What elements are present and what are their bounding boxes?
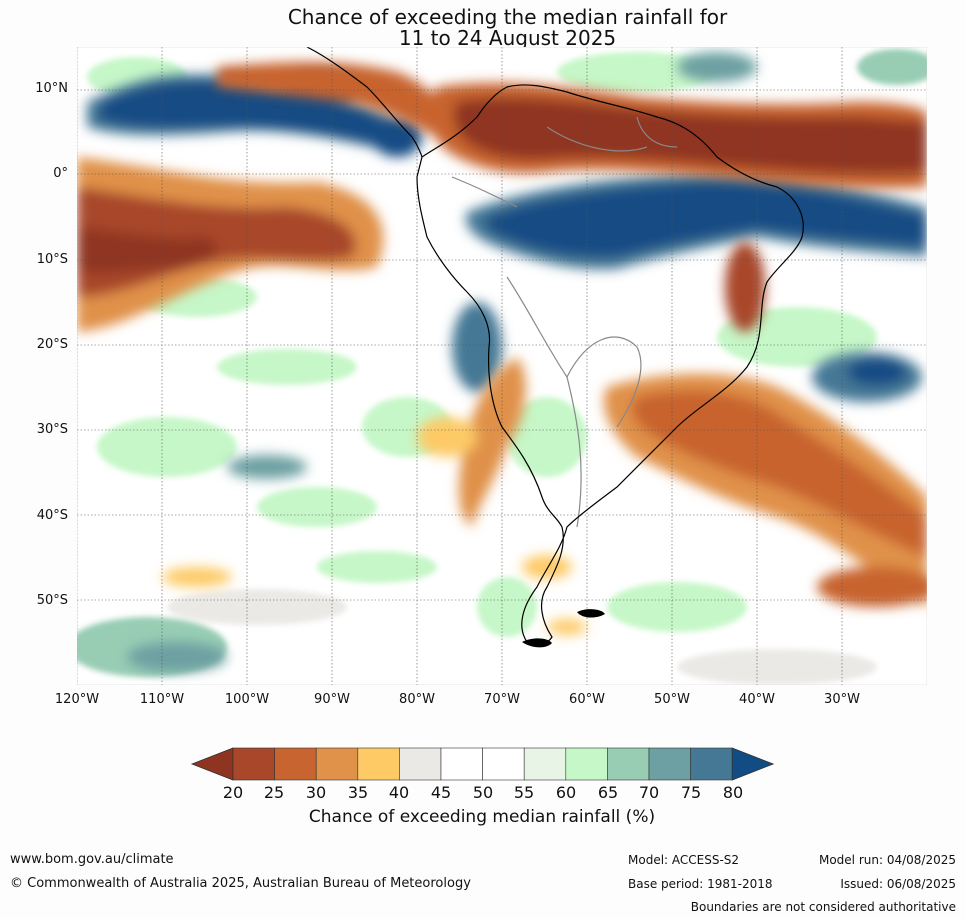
colorbar-tick-70: 70 <box>638 783 660 802</box>
colorbar-segment <box>523 747 567 781</box>
dry-anomalies <box>77 62 927 635</box>
colorbar-tick-80: 80 <box>722 783 744 802</box>
tierra-del-fuego <box>522 638 552 648</box>
lat-label-30s: 30°S <box>36 422 68 437</box>
lon-label-90w: 90°W <box>314 692 350 707</box>
colorbar-tick-60: 60 <box>555 783 577 802</box>
colorbar-segment <box>232 747 275 781</box>
lon-label-80w: 80°W <box>399 692 435 707</box>
colorbar-high-extension <box>731 747 775 781</box>
colorbar-low-extension <box>190 747 234 781</box>
lat-label-20s: 20°S <box>36 337 68 352</box>
base-period: Base period: 1981-2018 <box>628 877 773 891</box>
colorbar-segment <box>315 747 359 781</box>
colorbar <box>190 747 775 781</box>
boundaries-disclaimer: Boundaries are not considered authoritat… <box>690 900 956 914</box>
rainfall-map <box>77 47 927 685</box>
graticule <box>77 47 927 685</box>
south-america-coastline <box>416 84 804 646</box>
model-name: Model: ACCESS-S2 <box>628 853 740 867</box>
colorbar-tick-40: 40 <box>388 783 410 802</box>
issued-date: Issued: 06/08/2025 <box>840 877 956 891</box>
colorbar-segment <box>440 747 483 781</box>
central-america-coastline <box>306 47 423 158</box>
bom-url-link[interactable]: www.bom.gov.au/climate <box>10 852 174 867</box>
colorbar-segment <box>607 747 650 781</box>
colorbar-tick-30: 30 <box>305 783 327 802</box>
colorbar-tick-45: 45 <box>430 783 452 802</box>
lon-label-60w: 60°W <box>569 692 605 707</box>
colorbar-segment <box>565 747 608 781</box>
colorbar-tick-35: 35 <box>347 783 369 802</box>
colorbar-tick-25: 25 <box>263 783 285 802</box>
colorbar-segment <box>357 747 400 781</box>
lat-label-10s: 10°S <box>36 252 68 267</box>
colorbar-segment <box>274 747 317 781</box>
colorbar-tick-65: 65 <box>597 783 619 802</box>
falkland-islands <box>577 609 605 618</box>
colorbar-segment <box>482 747 525 781</box>
colorbar-segment <box>399 747 442 781</box>
lon-label-30w: 30°W <box>824 692 860 707</box>
lon-label-70w: 70°W <box>484 692 520 707</box>
model-run-date: Model run: 04/08/2025 <box>818 853 956 867</box>
lat-label-50s: 50°S <box>36 593 68 608</box>
colorbar-tick-50: 50 <box>472 783 494 802</box>
map-title-line-1: Chance of exceeding the median rainfall … <box>287 5 728 29</box>
colorbar-tick-55: 55 <box>513 783 535 802</box>
colorbar-tick-75: 75 <box>680 783 702 802</box>
lat-label-0: 0° <box>53 166 68 181</box>
colorbar-segment <box>690 747 733 781</box>
lon-label-40w: 40°W <box>739 692 775 707</box>
lon-label-110w: 110°W <box>139 692 185 707</box>
lat-label-40s: 40°S <box>36 508 68 523</box>
lon-label-120w: 120°W <box>54 692 100 707</box>
country-borders <box>451 116 678 528</box>
lat-label-10n: 10°N <box>35 81 68 96</box>
colorbar-label: Chance of exceeding median rainfall (%) <box>308 807 656 827</box>
map-title-line-2: 11 to 24 August 2025 <box>398 26 617 50</box>
lon-label-50w: 50°W <box>654 692 690 707</box>
colorbar-tick-20: 20 <box>222 783 244 802</box>
colorbar-segment <box>648 747 691 781</box>
lon-label-100w: 100°W <box>224 692 270 707</box>
rainfall-map-canvas <box>77 47 927 685</box>
copyright-text: © Commonwealth of Australia 2025, Austra… <box>10 876 471 891</box>
